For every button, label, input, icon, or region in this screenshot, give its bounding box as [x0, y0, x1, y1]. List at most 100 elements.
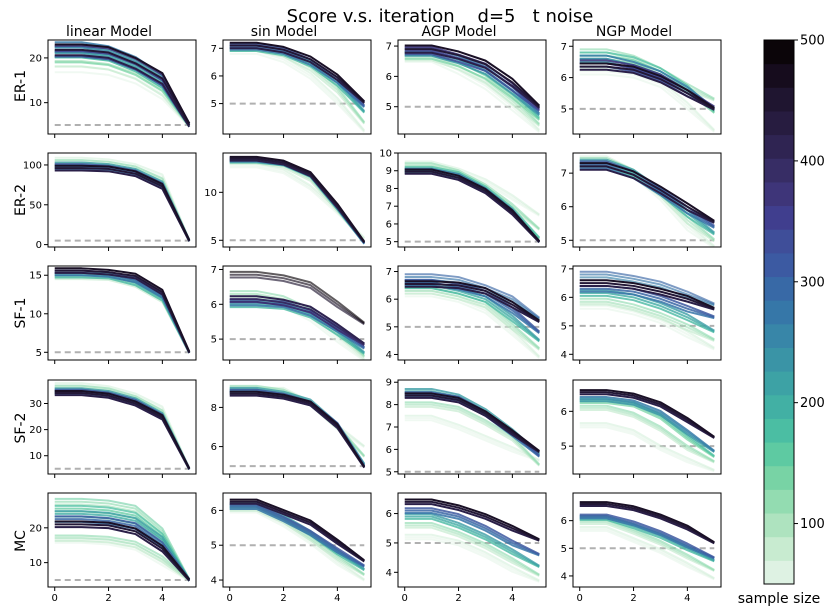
series-line — [579, 504, 715, 545]
y-tick-label: 5 — [561, 544, 567, 555]
colorbar-tick-label: 500 — [800, 34, 825, 49]
series-line — [229, 48, 365, 108]
series-line — [229, 155, 366, 243]
y-tick-label: 5 — [211, 335, 217, 346]
y-tick-label: 6 — [561, 516, 567, 527]
y-tick-label: 9 — [386, 378, 392, 389]
series-line — [404, 515, 540, 568]
series-line — [404, 280, 540, 322]
subplot-frame — [397, 39, 547, 135]
series-line — [579, 62, 715, 109]
row-label: ER-1 — [13, 70, 29, 102]
x-tick-label: 0 — [402, 593, 408, 604]
colorbar-frame — [763, 39, 795, 585]
subplot-r3-c0: 10 20 30 — [29, 379, 197, 478]
series-line — [229, 502, 365, 563]
series-group — [404, 44, 540, 133]
y-tick-label: 10 — [204, 188, 217, 199]
series-line — [579, 529, 715, 581]
series-line — [54, 61, 191, 128]
series-line — [404, 417, 540, 462]
series-line — [404, 511, 540, 557]
y-tick-label: 30 — [29, 399, 42, 410]
series-line — [54, 515, 191, 580]
colorbar-segment — [764, 40, 794, 65]
y-tick-label: 20 — [29, 523, 42, 534]
series-line — [579, 401, 715, 459]
series-line — [404, 524, 540, 577]
series-line — [229, 503, 365, 567]
series-line — [404, 392, 540, 452]
series-line — [229, 52, 365, 133]
series-line — [229, 270, 365, 324]
series-line — [229, 304, 365, 350]
y-tick-label: 6 — [561, 293, 567, 304]
y-tick-label: 7 — [386, 202, 392, 213]
series-line — [54, 541, 190, 582]
x-tick-label: 0 — [52, 593, 58, 604]
y-tick-label: 6 — [561, 407, 567, 418]
series-group — [54, 156, 191, 242]
subplot-r1-c2: 5 6 7 8 9 10 — [379, 149, 547, 251]
x-tick-label: 2 — [105, 593, 111, 604]
y-tick-label: 8 — [211, 403, 217, 414]
series-line — [404, 172, 540, 244]
y-tick-label: 4 — [386, 568, 392, 579]
column-titles: linear Model sin Model AGP Model NGP Mod… — [66, 24, 672, 40]
series-line — [229, 300, 365, 347]
series-group — [404, 160, 541, 244]
series-line — [404, 521, 540, 576]
y-tick-label: 5 — [211, 99, 217, 110]
series-line — [579, 273, 715, 306]
subplot-r4-c1: 4 5 6 0 2 4 — [211, 492, 372, 604]
series-line — [54, 497, 191, 580]
series-line — [229, 500, 365, 562]
colorbar-segment — [764, 110, 794, 136]
y-tick-label: 5 — [561, 104, 567, 115]
y-tick-label: 15 — [29, 271, 42, 282]
subplot-r0-c1: 5 6 7 — [211, 39, 372, 138]
series-line — [54, 267, 191, 353]
series-group — [54, 267, 191, 354]
x-tick-label: 4 — [159, 593, 165, 604]
series-line — [54, 159, 191, 241]
colorbar-segment — [764, 418, 794, 443]
series-line — [579, 68, 715, 111]
x-tick-label: 4 — [684, 593, 690, 604]
row-label: SF-2 — [13, 413, 29, 444]
series-line — [404, 500, 540, 541]
series-line — [229, 276, 365, 326]
y-tick-label: 5 — [386, 322, 392, 333]
colorbar-tick-label: 200 — [800, 396, 825, 411]
series-line — [579, 73, 715, 133]
x-tick-label: 2 — [280, 593, 286, 604]
colorbar-segment — [764, 394, 794, 419]
y-tick-label: 5 — [211, 541, 217, 552]
y-tick-label: 5 — [211, 236, 217, 247]
series-line — [404, 285, 540, 324]
colorbar-segment — [764, 252, 794, 278]
row-labels: ER-1 ER-2 SF-1 SF-2 MC — [13, 70, 29, 552]
series-line — [579, 406, 715, 463]
x-tick-label: 0 — [577, 593, 583, 604]
subplot-r1-c1: 5 10 — [204, 152, 372, 251]
series-line — [579, 526, 715, 579]
y-tick-label: 7 — [386, 267, 392, 278]
series-line — [579, 396, 715, 452]
colorbar-segment — [764, 560, 794, 585]
series-line — [54, 504, 191, 580]
y-tick-label: 4 — [386, 350, 392, 361]
series-line — [404, 292, 540, 351]
y-tick-label: 6 — [386, 219, 392, 230]
series-group — [54, 497, 191, 582]
series-line — [229, 498, 365, 562]
series-group — [229, 41, 366, 133]
series-line — [404, 287, 540, 343]
series-line — [54, 278, 191, 354]
series-line — [404, 503, 540, 542]
y-tick-label: 5 — [561, 321, 567, 332]
y-tick-label: 20 — [29, 53, 42, 64]
colorbar-segment — [764, 87, 794, 112]
series-line — [579, 297, 715, 341]
